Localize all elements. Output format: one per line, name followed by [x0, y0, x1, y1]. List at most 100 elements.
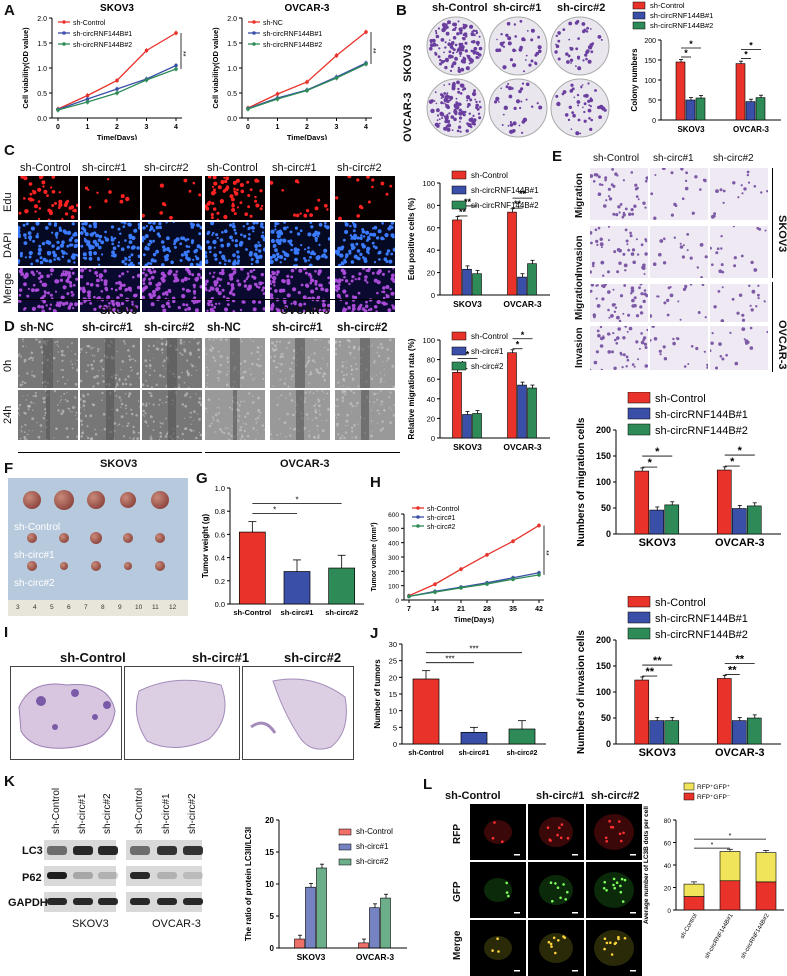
- bar: [746, 717, 762, 745]
- bar: [452, 372, 462, 439]
- y-tick-label: 40: [427, 246, 435, 255]
- colony-dish: [426, 16, 486, 76]
- bar: [328, 567, 356, 605]
- scratch-micrograph: [270, 338, 330, 388]
- edu-micrograph: [18, 268, 78, 312]
- panel-label-j: J: [370, 625, 379, 642]
- y-tick-label: 20: [427, 414, 435, 423]
- chart-e-migration-cells: 0 50 100 150 200 Numbers of migration cells SK…: [576, 392, 781, 549]
- legend-label: sh-circRNF144B#2: [471, 201, 539, 210]
- scratch-micrograph: [18, 390, 78, 440]
- y-tick-label: 0.4: [215, 554, 225, 563]
- bar: [746, 505, 762, 535]
- bar: [675, 61, 686, 121]
- y-axis-title: Numbers of migration cells: [576, 417, 587, 546]
- x-tick-label: sh-Control: [408, 750, 443, 757]
- blot-band: [73, 898, 93, 905]
- blot-band: [130, 898, 150, 905]
- x-tick-label: 4: [174, 124, 178, 131]
- c-row-label: DAPI: [2, 232, 14, 258]
- legend-label: sh-circRNF144B#2: [263, 42, 322, 49]
- panel-label-i: I: [4, 624, 9, 641]
- scratch-micrograph: [80, 390, 140, 440]
- b-col-label-2: sh-circ#1: [493, 2, 542, 14]
- ruler-tick-label: 9: [118, 604, 122, 611]
- x-tick-label: sh-circ#1: [281, 608, 314, 617]
- bar: [517, 384, 527, 439]
- legend-swatch: [632, 1, 646, 10]
- l-row-label: RFP: [452, 824, 463, 844]
- transwell-micrograph: [650, 284, 708, 322]
- scratch-micrograph: [205, 390, 265, 440]
- edu-micrograph: [205, 268, 265, 312]
- legend-label: sh-Control: [655, 597, 706, 609]
- k-lane-label: sh-circ#1: [161, 793, 172, 834]
- legend-swatch: [627, 407, 651, 420]
- legend-label: RFP⁺GFP⁺: [697, 784, 731, 791]
- x-tick-label: 35: [509, 606, 517, 613]
- c-row-label: Merge: [2, 272, 14, 304]
- y-tick-label: 0: [393, 740, 397, 749]
- legend-marker: [416, 515, 420, 519]
- y-tick-label: 10: [265, 880, 274, 889]
- k-group-ovcar3: OVCAR-3: [152, 918, 201, 930]
- sig-marker: **: [179, 51, 186, 57]
- x-tick-label: SKOV3: [677, 125, 705, 134]
- blot-band: [73, 872, 93, 879]
- y-tick-label: 200: [644, 38, 656, 45]
- x-tick-label: 1: [276, 124, 280, 131]
- y-tick-label: 5: [270, 912, 275, 921]
- blot-band: [98, 872, 118, 879]
- scratch-micrograph: [205, 338, 265, 388]
- x-tick-label: 7: [407, 606, 411, 613]
- blot-band: [47, 872, 67, 879]
- transwell-micrograph: [710, 284, 768, 322]
- ruler-tick-label: 5: [50, 604, 54, 611]
- legend-swatch: [632, 21, 646, 30]
- y-tick-label: 1.0: [215, 484, 225, 493]
- x-axis-title: Time(Days): [454, 615, 495, 624]
- legend-label: sh-Control: [427, 506, 460, 513]
- bar: [745, 101, 756, 121]
- colony-dish: [488, 16, 548, 76]
- y-tick-label: 100: [388, 584, 399, 591]
- c-col-label: sh-circ#1: [272, 162, 317, 174]
- series-line: [408, 524, 540, 597]
- sig-marker: *: [648, 457, 653, 469]
- legend-label: sh-circRNF144B#1: [655, 409, 748, 421]
- blot-band: [157, 872, 177, 879]
- chart-d-migration-rate: 0 20 40 60 80 100 Relative migration rata (%) S…: [407, 330, 550, 452]
- sig-marker: **: [369, 48, 376, 54]
- legend-swatch: [627, 611, 651, 624]
- series-line: [408, 574, 540, 598]
- y-tick-label: 400: [388, 541, 399, 548]
- y-tick-label: 20: [664, 886, 672, 893]
- y-tick-label: 100: [422, 179, 435, 188]
- transwell-micrograph: [590, 226, 648, 278]
- ruler-tick-label: 6: [67, 604, 71, 611]
- sig-marker: *: [730, 456, 735, 468]
- lung-section-circ2: [242, 666, 354, 760]
- edu-micrograph: [142, 176, 202, 220]
- d-col-label: sh-circ#2: [337, 322, 388, 334]
- b-col-label-1: sh-Control: [432, 2, 488, 14]
- y-tick-label: 200: [388, 569, 399, 576]
- sig-marker: *: [738, 445, 743, 457]
- chart-j-tumor-number: 0 5 10 15 20 25 30 Number of tumors sh-Control sh…: [373, 640, 546, 757]
- sig-marker: **: [728, 664, 737, 676]
- tumor: [27, 561, 37, 571]
- legend-label: sh-circRNF144B#1: [73, 31, 132, 38]
- legend-label: sh-circ#2: [356, 857, 389, 866]
- b-col-label-3: sh-circ#2: [557, 2, 606, 14]
- fluorescence-micrograph: [528, 804, 584, 860]
- sig-marker: *: [684, 48, 688, 58]
- bar: [716, 678, 732, 745]
- bar: [508, 728, 536, 745]
- bar: [634, 679, 650, 745]
- bar: [527, 387, 537, 439]
- sig-marker: *: [273, 506, 276, 515]
- ruler-tick-label: 11: [152, 604, 159, 611]
- legend-label: sh-circRNF144B#2: [655, 425, 748, 437]
- legend-label: sh-circRNF144B#2: [73, 42, 132, 49]
- c-col-label: sh-Control: [20, 162, 71, 174]
